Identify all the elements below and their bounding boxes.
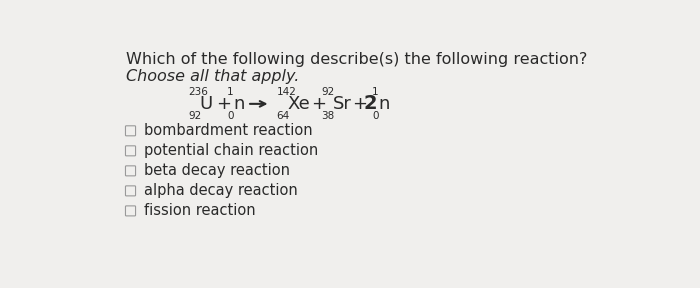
Text: +: + [311, 95, 326, 113]
Text: Xe: Xe [288, 95, 310, 113]
Text: 0: 0 [372, 111, 379, 121]
Text: 92: 92 [321, 87, 335, 97]
Text: potential chain reaction: potential chain reaction [144, 143, 318, 158]
Text: alpha decay reaction: alpha decay reaction [144, 183, 298, 198]
Text: 142: 142 [276, 87, 297, 97]
Text: n: n [378, 95, 389, 113]
Text: beta decay reaction: beta decay reaction [144, 163, 290, 178]
Text: +: + [216, 95, 231, 113]
Text: 236: 236 [188, 87, 208, 97]
Text: +: + [353, 95, 368, 113]
Text: n: n [233, 95, 244, 113]
Text: Sr: Sr [332, 95, 351, 113]
Text: fission reaction: fission reaction [144, 203, 256, 218]
Text: 64: 64 [276, 111, 290, 121]
Text: Choose all that apply.: Choose all that apply. [126, 69, 300, 84]
Text: 0: 0 [227, 111, 234, 121]
Text: 2: 2 [363, 94, 377, 113]
Text: 38: 38 [321, 111, 335, 121]
Text: U: U [199, 95, 212, 113]
Text: 92: 92 [188, 111, 202, 121]
Text: 1: 1 [227, 87, 234, 97]
Text: Which of the following describe(s) the following reaction?: Which of the following describe(s) the f… [126, 52, 587, 67]
Text: bombardment reaction: bombardment reaction [144, 123, 313, 138]
Text: 1: 1 [372, 87, 379, 97]
